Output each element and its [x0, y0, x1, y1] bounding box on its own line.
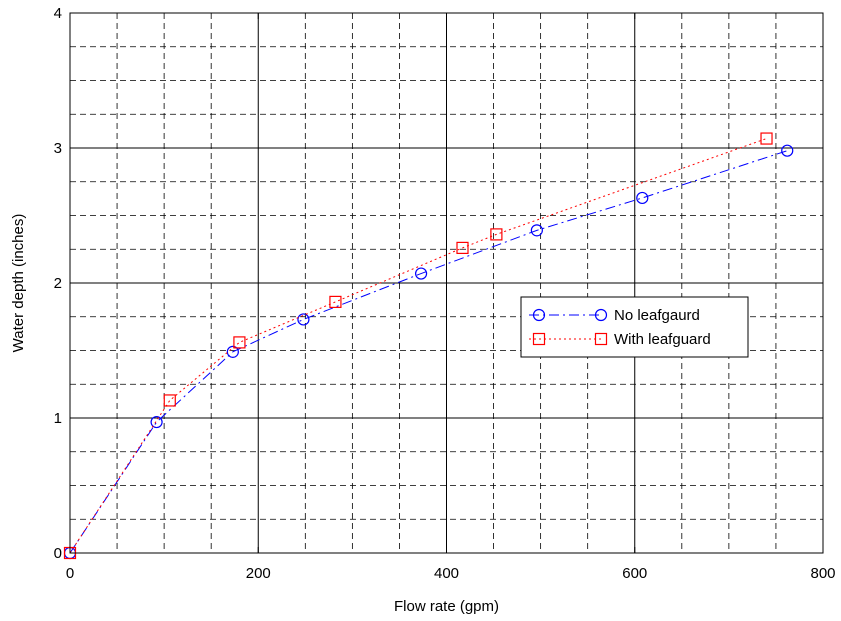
legend-marker	[532, 332, 546, 346]
data-point	[456, 241, 469, 254]
x-axis-label: Flow rate (gpm)	[394, 598, 499, 615]
data-point	[226, 345, 239, 358]
series-2	[63, 132, 773, 560]
y-tick-label: 3	[54, 140, 62, 157]
legend-marker	[594, 332, 608, 346]
plot-area-frame	[69, 12, 824, 554]
legend-box	[520, 296, 749, 358]
data-point	[490, 228, 503, 241]
series-1	[63, 144, 794, 560]
legend-marker	[594, 308, 608, 322]
legend-label: No leafgaurd	[614, 307, 700, 324]
x-tick-label: 200	[246, 565, 271, 582]
x-tick-label: 800	[810, 565, 835, 582]
axis-ticks: 0 200 400 600 800 0 1 2 3 4	[54, 5, 836, 582]
x-tick-label: 400	[434, 565, 459, 582]
legend: No leafgaurd With leafguard	[520, 296, 749, 358]
y-tick-label: 1	[54, 410, 62, 427]
data-point	[150, 415, 163, 429]
legend-marker	[532, 308, 546, 322]
y-axis-label: Water depth (inches)	[10, 214, 27, 353]
plot-series	[63, 132, 794, 560]
data-point	[329, 295, 342, 308]
y-tick-label: 2	[54, 275, 62, 292]
data-point	[636, 191, 649, 205]
data-point	[530, 224, 543, 237]
data-point	[414, 267, 428, 280]
x-tick-label: 600	[622, 565, 647, 582]
y-tick-label: 4	[54, 5, 62, 22]
data-point	[233, 336, 246, 349]
y-tick-label: 0	[54, 545, 62, 562]
series-line	[69, 150, 788, 554]
data-point	[163, 394, 176, 407]
data-point	[781, 144, 794, 157]
grid-lines	[70, 13, 823, 553]
data-point	[760, 132, 773, 145]
legend-label: With leafguard	[614, 331, 711, 348]
series-line	[69, 138, 767, 554]
x-tick-label: 0	[66, 565, 74, 582]
data-point	[297, 313, 310, 326]
